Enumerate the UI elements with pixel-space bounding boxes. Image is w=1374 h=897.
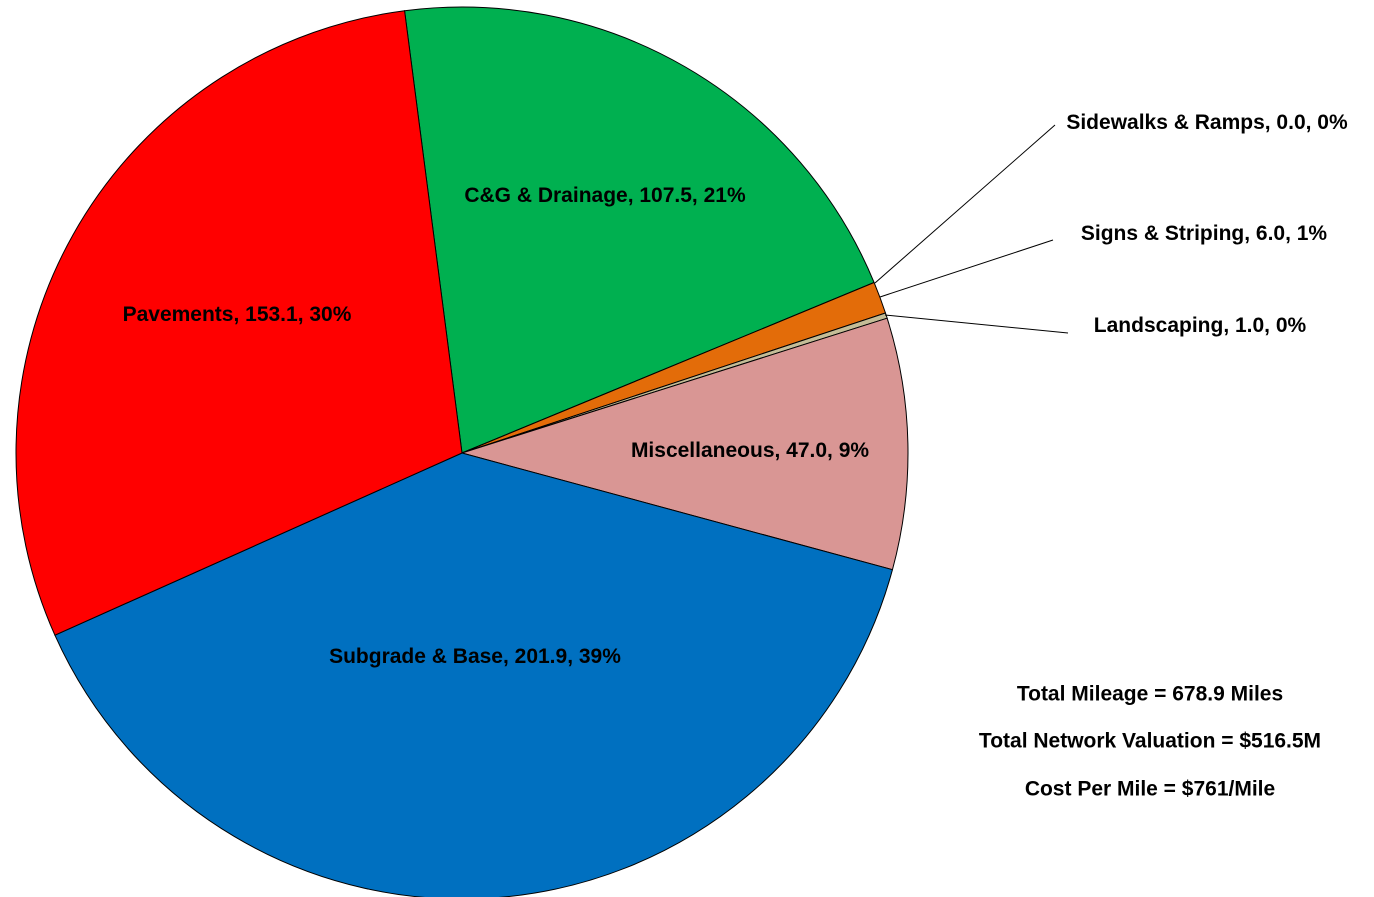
data-label-box: Pavements, 153.1, 30% xyxy=(122,303,352,326)
annotation: Cost Per Mile = $761/Mile xyxy=(1025,778,1275,801)
pie-slice xyxy=(460,317,909,571)
leader-line xyxy=(874,124,1056,284)
data-label-box: Miscellaneous, 47.0, 9% xyxy=(630,439,870,462)
data-label: C&G & Drainage, 107.5, 21% xyxy=(464,184,746,207)
data-label: Pavements, 153.1, 30% xyxy=(122,303,352,326)
data-label-box: C&G & Drainage, 107.5, 21% xyxy=(464,184,746,207)
pie-slice xyxy=(15,10,463,636)
leader-line xyxy=(879,239,1054,298)
data-label: Miscellaneous, 47.0, 9% xyxy=(630,439,870,462)
data-label-box: Signs & Striping, 6.0, 1% xyxy=(1080,222,1328,245)
data-label-box: Subgrade & Base, 201.9, 39% xyxy=(329,645,621,668)
annotation: Total Network Valuation = $516.5M xyxy=(979,730,1321,753)
data-label: Landscaping, 1.0, 0% xyxy=(1093,314,1307,337)
data-label: Signs & Striping, 6.0, 1% xyxy=(1080,222,1328,245)
pie-slice xyxy=(403,6,875,454)
pie-slice xyxy=(54,452,894,897)
data-label: Sidewalks & Ramps, 0.0, 0% xyxy=(1066,111,1348,134)
data-label-box: Landscaping, 1.0, 0% xyxy=(1093,314,1307,337)
leader-line xyxy=(884,314,1069,334)
data-label-box: Sidewalks & Ramps, 0.0, 0% xyxy=(1066,111,1348,134)
annotation: Total Mileage = 678.9 Miles xyxy=(1017,683,1283,706)
data-label: Subgrade & Base, 201.9, 39% xyxy=(329,645,621,668)
